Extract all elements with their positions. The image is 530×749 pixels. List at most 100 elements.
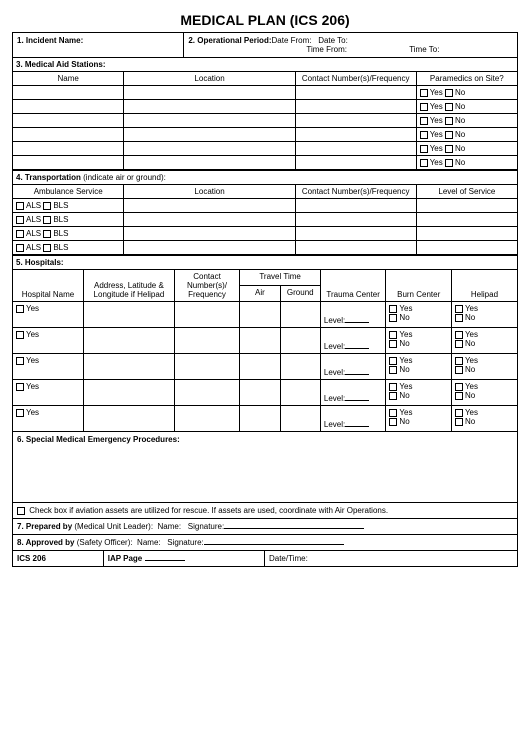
yes-checkbox[interactable] [389,331,397,339]
no-checkbox[interactable] [389,340,397,348]
yes-checkbox[interactable] [16,383,24,391]
yes-checkbox[interactable] [16,357,24,365]
s3-location-cell[interactable] [124,86,295,100]
yes-checkbox[interactable] [16,305,24,313]
bls-checkbox[interactable] [43,244,51,252]
s5-address-cell[interactable] [84,380,175,406]
s4-contact-cell[interactable] [295,213,416,227]
s3-name-cell[interactable] [13,156,124,170]
no-checkbox[interactable] [455,314,463,322]
no-checkbox[interactable] [445,117,453,125]
iap-page-line[interactable] [145,560,185,561]
no-checkbox[interactable] [445,131,453,139]
no-checkbox[interactable] [445,159,453,167]
yes-checkbox[interactable] [389,305,397,313]
level-line[interactable] [345,374,369,375]
yes-checkbox[interactable] [420,145,428,153]
level-line[interactable] [345,322,369,323]
yes-checkbox[interactable] [16,409,24,417]
s4-contact-cell[interactable] [295,241,416,255]
no-checkbox[interactable] [445,103,453,111]
no-checkbox[interactable] [389,314,397,322]
yes-checkbox[interactable] [455,305,463,313]
no-checkbox[interactable] [389,366,397,374]
s3-name-cell[interactable] [13,128,124,142]
als-checkbox[interactable] [16,202,24,210]
s8-sig-line[interactable] [204,544,344,545]
s5-air-cell[interactable] [240,302,280,328]
yes-checkbox[interactable] [420,131,428,139]
s4-level-cell[interactable] [416,213,517,227]
s3-name-cell[interactable] [13,142,124,156]
s3-contact-cell[interactable] [295,156,416,170]
no-checkbox[interactable] [445,145,453,153]
bls-checkbox[interactable] [43,216,51,224]
s5-contact-cell[interactable] [174,328,240,354]
s5-air-cell[interactable] [240,380,280,406]
s5-ground-cell[interactable] [280,328,320,354]
s4-location-cell[interactable] [124,241,295,255]
s3-location-cell[interactable] [124,142,295,156]
s3-contact-cell[interactable] [295,142,416,156]
yes-checkbox[interactable] [389,409,397,417]
yes-checkbox[interactable] [389,357,397,365]
bls-checkbox[interactable] [43,202,51,210]
s5-air-cell[interactable] [240,406,280,432]
s3-location-cell[interactable] [124,114,295,128]
yes-checkbox[interactable] [455,357,463,365]
s4-location-cell[interactable] [124,213,295,227]
yes-checkbox[interactable] [455,331,463,339]
s7-sig-line[interactable] [224,528,364,529]
s5-contact-cell[interactable] [174,302,240,328]
s4-level-cell[interactable] [416,241,517,255]
yes-checkbox[interactable] [420,103,428,111]
s5-ground-cell[interactable] [280,302,320,328]
s3-name-cell[interactable] [13,86,124,100]
s5-ground-cell[interactable] [280,406,320,432]
s3-contact-cell[interactable] [295,86,416,100]
s3-name-cell[interactable] [13,100,124,114]
yes-checkbox[interactable] [420,117,428,125]
yes-checkbox[interactable] [389,383,397,391]
s4-location-cell[interactable] [124,199,295,213]
s5-ground-cell[interactable] [280,354,320,380]
als-checkbox[interactable] [16,244,24,252]
s4-contact-cell[interactable] [295,199,416,213]
s5-contact-cell[interactable] [174,354,240,380]
s5-address-cell[interactable] [84,406,175,432]
yes-checkbox[interactable] [420,159,428,167]
aviation-checkbox[interactable] [17,507,25,515]
s5-air-cell[interactable] [240,354,280,380]
s5-address-cell[interactable] [84,328,175,354]
bls-checkbox[interactable] [43,230,51,238]
no-checkbox[interactable] [455,392,463,400]
s5-address-cell[interactable] [84,354,175,380]
s4-location-cell[interactable] [124,227,295,241]
als-checkbox[interactable] [16,230,24,238]
yes-checkbox[interactable] [455,383,463,391]
level-line[interactable] [345,400,369,401]
level-line[interactable] [345,426,369,427]
s3-contact-cell[interactable] [295,114,416,128]
s4-contact-cell[interactable] [295,227,416,241]
s4-level-cell[interactable] [416,227,517,241]
level-line[interactable] [345,348,369,349]
s3-name-cell[interactable] [13,114,124,128]
no-checkbox[interactable] [389,392,397,400]
s5-air-cell[interactable] [240,328,280,354]
yes-checkbox[interactable] [455,409,463,417]
s4-level-cell[interactable] [416,199,517,213]
no-checkbox[interactable] [389,418,397,426]
yes-checkbox[interactable] [420,89,428,97]
yes-checkbox[interactable] [16,331,24,339]
s5-contact-cell[interactable] [174,406,240,432]
no-checkbox[interactable] [455,366,463,374]
s3-location-cell[interactable] [124,156,295,170]
no-checkbox[interactable] [455,418,463,426]
no-checkbox[interactable] [455,340,463,348]
als-checkbox[interactable] [16,216,24,224]
s3-contact-cell[interactable] [295,100,416,114]
s5-contact-cell[interactable] [174,380,240,406]
s5-ground-cell[interactable] [280,380,320,406]
s3-location-cell[interactable] [124,100,295,114]
